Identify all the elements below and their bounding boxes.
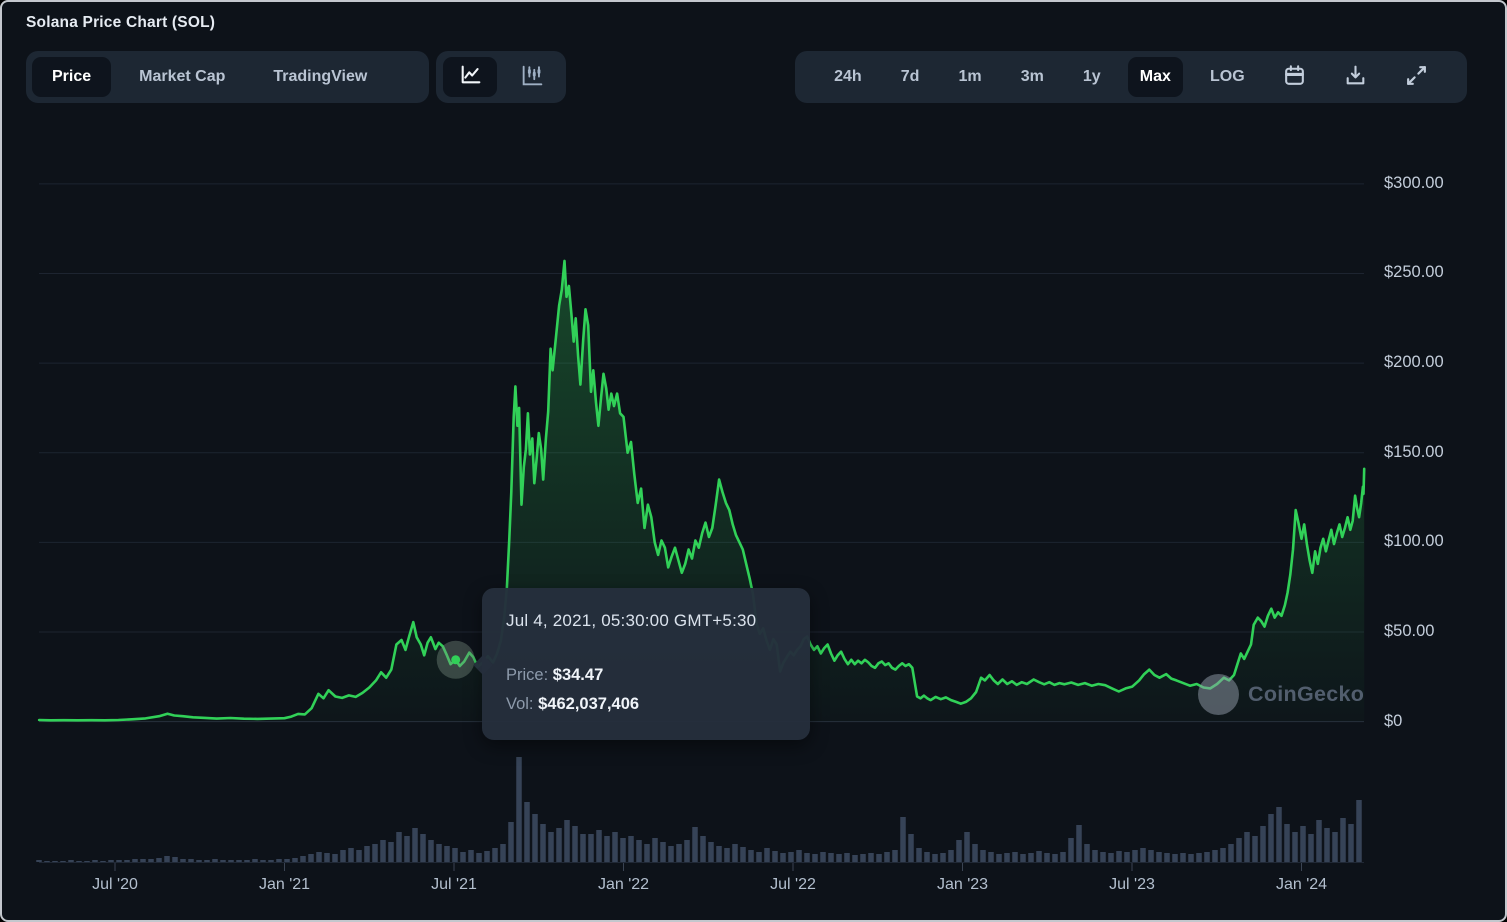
tooltip-vol-row: Vol: $462,037,406 (506, 694, 786, 714)
range-3m[interactable]: 3m (1009, 57, 1056, 97)
chart-type-toggle (436, 51, 566, 103)
x-axis-label: Jan '24 (1275, 876, 1328, 893)
range-1y[interactable]: 1y (1071, 57, 1113, 97)
tooltip-vol-label: Vol: (506, 695, 534, 713)
y-axis-label: $0 (1384, 711, 1403, 730)
tab-market-cap[interactable]: Market Cap (119, 57, 245, 97)
x-axis-label: Jul '23 (1109, 876, 1155, 893)
y-axis-label: $250.00 (1384, 263, 1444, 282)
range-toolbar: 24h 7d 1m 3m 1y Max LOG (795, 51, 1467, 103)
x-axis-label: Jan '21 (258, 876, 311, 893)
volume-bars (36, 757, 1362, 862)
hover-marker (436, 640, 475, 679)
y-axis-label: $150.00 (1384, 442, 1444, 461)
candlestick-chart-icon (520, 63, 545, 91)
y-axis-label: $100.00 (1384, 532, 1444, 551)
chart-mode-tabs: Price Market Cap TradingView (26, 51, 429, 103)
range-24h[interactable]: 24h (822, 57, 874, 97)
tooltip-price-label: Price: (506, 666, 549, 684)
gridlines (39, 183, 1364, 871)
y-axis-label: $200.00 (1384, 353, 1444, 372)
x-axis-label: Jan '22 (597, 876, 650, 893)
line-chart-icon (458, 63, 483, 91)
download-button[interactable] (1333, 57, 1379, 97)
tooltip-vol-value: $462,037,406 (538, 695, 640, 713)
tab-tradingview[interactable]: TradingView (253, 57, 387, 97)
page-title: Solana Price Chart (SOL) (26, 14, 216, 31)
tooltip-datetime: Jul 4, 2021, 05:30:00 GMT+5:30 (506, 611, 757, 630)
chart-tooltip: Jul 4, 2021, 05:30:00 GMT+5:30 Price: $3… (473, 588, 810, 740)
x-axis-label: Jul '21 (431, 876, 477, 893)
log-scale-button[interactable]: LOG (1198, 57, 1257, 97)
tab-price[interactable]: Price (32, 57, 112, 97)
range-max[interactable]: Max (1127, 57, 1183, 97)
tooltip-price-row: Price: $34.47 (506, 665, 786, 685)
fullscreen-button[interactable] (1394, 57, 1440, 97)
calendar-button[interactable] (1272, 57, 1318, 97)
line-chart-button[interactable] (443, 57, 497, 97)
tooltip-price-value: $34.47 (552, 666, 604, 684)
x-axis-label: Jul '22 (770, 876, 816, 893)
x-axis-label: Jul '20 (92, 876, 138, 893)
x-axis-label: Jan '23 (936, 876, 989, 893)
fullscreen-expand-icon (1404, 63, 1429, 91)
candlestick-chart-button[interactable] (505, 57, 559, 97)
range-1m[interactable]: 1m (946, 57, 993, 97)
range-7d[interactable]: 7d (889, 57, 932, 97)
y-axis-label: $50.00 (1384, 621, 1435, 640)
y-axis-label: $300.00 (1384, 173, 1444, 192)
calendar-icon (1282, 63, 1307, 91)
download-icon (1343, 63, 1368, 91)
